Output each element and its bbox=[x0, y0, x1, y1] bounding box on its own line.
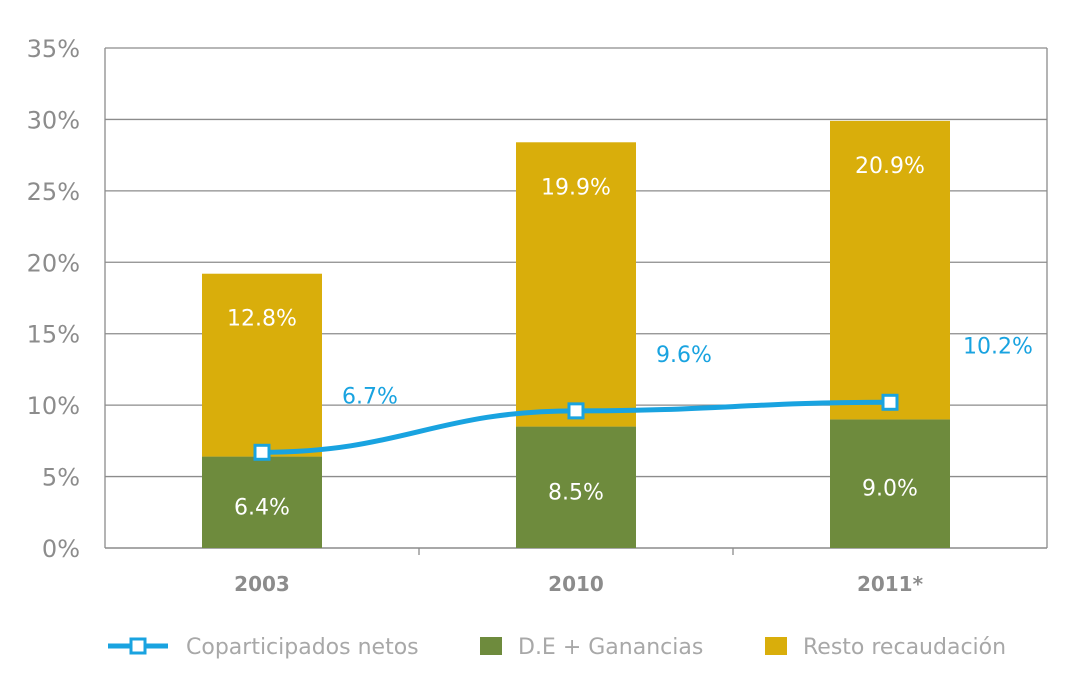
line-marker bbox=[253, 443, 271, 461]
legend-swatch-marker bbox=[129, 637, 147, 655]
bars: 6.4% 12.8% 8.5% 19.9% 9.0% 20.9% bbox=[202, 120, 950, 548]
legend-swatch-bar bbox=[480, 637, 502, 655]
bar-resto-recaudaci-n-2 bbox=[830, 120, 950, 420]
y-tick-label: 25% bbox=[27, 178, 80, 206]
x-tick-label: 2010 bbox=[548, 572, 604, 596]
bar-data-label: 12.8% bbox=[227, 307, 297, 332]
line-marker bbox=[881, 393, 899, 411]
legend-label: D.E + Ganancias bbox=[518, 635, 703, 660]
bar-d-e-ganancias-0 bbox=[202, 456, 322, 548]
line-marker bbox=[567, 402, 585, 420]
line-data-label: 9.6% bbox=[656, 343, 712, 368]
y-tick-label: 20% bbox=[27, 249, 80, 277]
y-axis-ticks: 0% 5% 10% 15% 20% 25% 30% 35% bbox=[27, 35, 80, 563]
y-tick-label: 15% bbox=[27, 321, 80, 349]
y-tick-label: 30% bbox=[27, 106, 80, 134]
y-tick-label: 5% bbox=[42, 464, 80, 492]
y-tick-label: 10% bbox=[27, 392, 80, 420]
line-data-label: 6.7% bbox=[342, 384, 398, 409]
y-tick-label: 35% bbox=[27, 35, 80, 63]
bar-data-label: 9.0% bbox=[862, 477, 918, 502]
bar-data-label: 19.9% bbox=[541, 175, 611, 200]
line-data-label: 10.2% bbox=[963, 334, 1033, 359]
bar-data-label: 6.4% bbox=[234, 495, 290, 520]
bar-d-e-ganancias-2 bbox=[830, 419, 950, 548]
y-tick-label: 0% bbox=[42, 535, 80, 563]
bar-data-label: 20.9% bbox=[855, 154, 925, 179]
line-series: 6.7% 9.6% 10.2% bbox=[253, 334, 1033, 461]
legend-label: Coparticipados netos bbox=[186, 635, 419, 660]
legend-swatch-bar bbox=[765, 637, 787, 655]
x-tick-label: 2003 bbox=[234, 572, 290, 596]
bar-d-e-ganancias-1 bbox=[516, 426, 636, 548]
bar-resto-recaudaci-n-1 bbox=[516, 142, 636, 427]
bar-resto-recaudaci-n-0 bbox=[202, 273, 322, 457]
x-tick-label: 2011* bbox=[857, 572, 924, 596]
legend-label: Resto recaudación bbox=[803, 635, 1006, 660]
legend: Coparticipados netos D.E + Ganancias Resto… bbox=[108, 635, 1006, 660]
x-axis-ticks: 2003 2010 2011* bbox=[234, 572, 923, 596]
bar-data-label: 8.5% bbox=[548, 480, 604, 505]
